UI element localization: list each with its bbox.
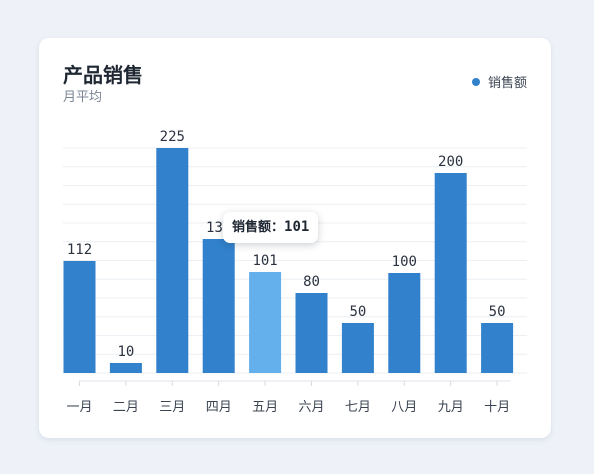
data-label-8: 100 <box>392 254 417 270</box>
bar-5[interactable] <box>249 272 282 373</box>
x-tick-label-8: 八月 <box>391 400 417 415</box>
data-label-7: 50 <box>349 304 366 320</box>
x-tick-label-4: 四月 <box>206 400 232 415</box>
x-tick-label-3: 三月 <box>159 400 185 415</box>
legend-label: 销售额 <box>487 76 527 91</box>
bars <box>63 148 514 373</box>
data-label-2: 10 <box>117 344 134 360</box>
tooltip-label: 销售额： <box>232 220 285 235</box>
data-label-10: 50 <box>489 304 506 320</box>
x-tick-label-9: 九月 <box>438 400 464 415</box>
x-tick-label-1: 一月 <box>66 400 92 415</box>
legend[interactable]: 销售额 <box>471 72 527 91</box>
bar-2[interactable] <box>109 363 142 373</box>
bar-3[interactable] <box>156 148 189 373</box>
bar-6[interactable] <box>295 293 328 373</box>
chart-title: 产品销售 <box>63 63 143 87</box>
legend-marker-icon <box>471 77 480 86</box>
data-label-5: 101 <box>252 253 277 269</box>
x-tick-label-6: 六月 <box>298 400 324 415</box>
chart-subtitle: 月平均 <box>63 90 103 105</box>
data-label-6: 80 <box>303 274 320 290</box>
x-tick-label-10: 十月 <box>484 400 510 415</box>
bar-9[interactable] <box>434 173 467 373</box>
tooltip: 销售额：101 <box>223 212 319 243</box>
bar-1[interactable] <box>63 261 96 373</box>
x-axis: 一月 二月 三月 四月 五月 六月 七月 八月 九月 十月 <box>66 380 511 415</box>
bar-4[interactable] <box>202 239 235 373</box>
data-label-1: 112 <box>67 242 92 258</box>
x-tick-label-7: 七月 <box>345 400 371 415</box>
bar-8[interactable] <box>388 273 421 373</box>
data-label-9: 200 <box>438 154 463 170</box>
tooltip-value: 101 <box>284 219 310 235</box>
bar-7[interactable] <box>341 323 374 373</box>
bar-10[interactable] <box>481 323 514 373</box>
x-tick-label-5: 五月 <box>252 400 278 415</box>
data-label-3: 225 <box>160 129 185 145</box>
x-tick-label-2: 二月 <box>113 400 139 415</box>
